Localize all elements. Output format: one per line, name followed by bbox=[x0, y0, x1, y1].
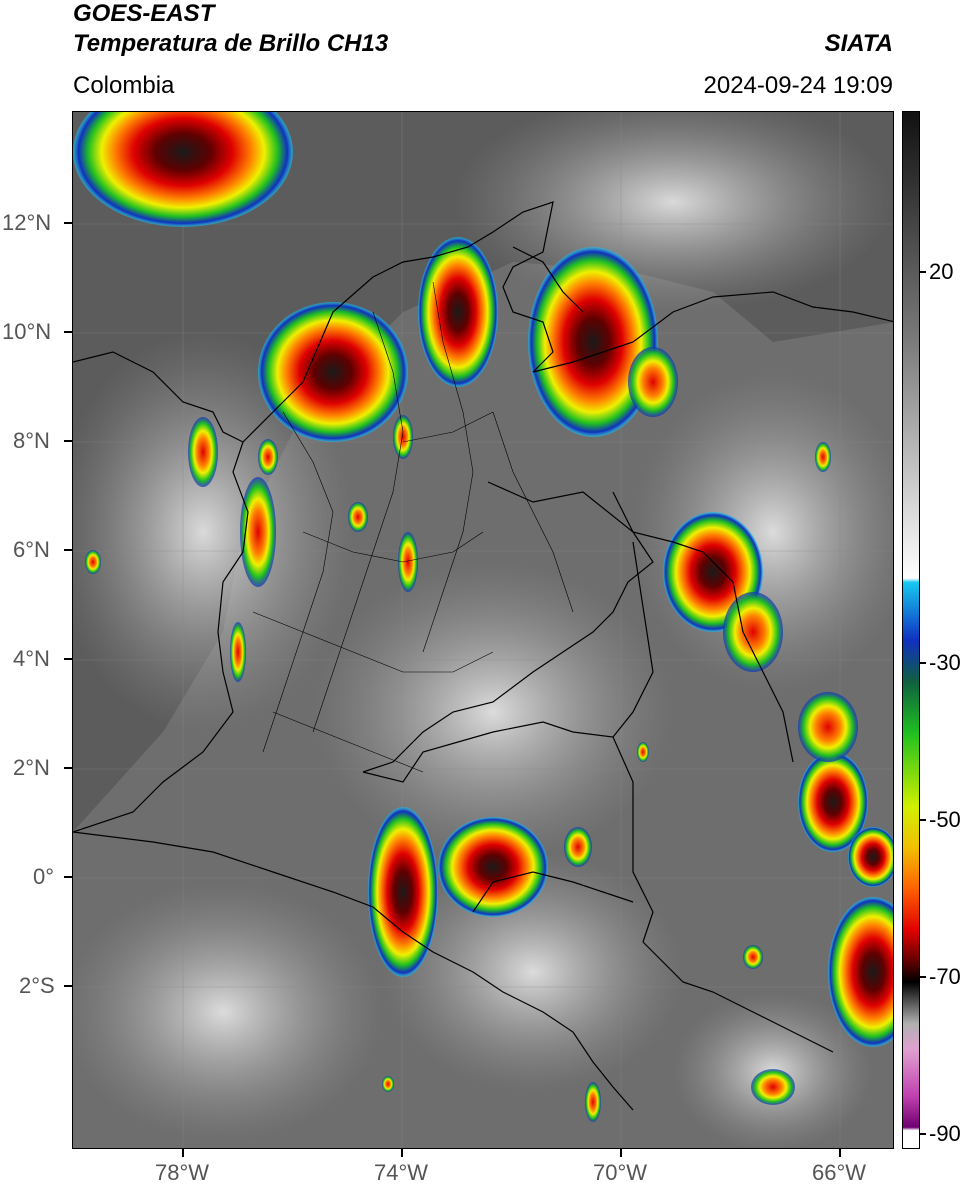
lat-label-6n: 6°N bbox=[13, 537, 50, 562]
lon-label-66w: 66°W bbox=[812, 1160, 867, 1185]
lat-tick bbox=[64, 767, 72, 769]
lat-label-4n: 4°N bbox=[13, 646, 50, 671]
lat-label-0: 0° bbox=[33, 864, 55, 889]
colorbar-tick bbox=[920, 1133, 926, 1135]
lat-tick bbox=[64, 222, 72, 224]
colorbar-label-neg50: -50 bbox=[929, 807, 961, 832]
colorbar-label-neg30: -30 bbox=[929, 650, 961, 675]
colorbar-tick bbox=[920, 819, 926, 821]
region-label: Colombia bbox=[73, 72, 175, 99]
lon-tick bbox=[401, 1149, 403, 1157]
colorbar-label-neg90: -90 bbox=[929, 1121, 961, 1146]
satellite-map[interactable] bbox=[72, 111, 894, 1149]
lat-tick bbox=[64, 549, 72, 551]
lat-tick bbox=[64, 985, 72, 987]
organization-label: SIATA bbox=[824, 30, 893, 57]
lat-label-2s: 2°S bbox=[19, 973, 55, 998]
colorbar-tick bbox=[920, 976, 926, 978]
lat-label-10n: 10°N bbox=[2, 319, 52, 344]
lon-tick bbox=[839, 1149, 841, 1157]
lat-tick bbox=[64, 658, 72, 660]
timestamp: 2024-09-24 19:09 bbox=[703, 72, 894, 99]
lat-label-12n: 12°N bbox=[2, 210, 52, 235]
lat-tick bbox=[64, 331, 72, 333]
satellite-imagery bbox=[73, 112, 893, 1148]
pacific-ocean-region bbox=[73, 712, 153, 1012]
colorbar bbox=[902, 111, 920, 1149]
caribbean-sea-region bbox=[373, 112, 773, 192]
lon-tick bbox=[182, 1149, 184, 1157]
title-satellite: GOES-EAST bbox=[73, 0, 215, 27]
colorbar-tick bbox=[920, 662, 926, 664]
lon-label-70w: 70°W bbox=[593, 1160, 648, 1185]
lat-tick bbox=[64, 440, 72, 442]
lon-label-78w: 78°W bbox=[155, 1160, 210, 1185]
lat-tick bbox=[64, 876, 72, 878]
colorbar-label-neg70: -70 bbox=[929, 964, 961, 989]
lat-label-8n: 8°N bbox=[13, 428, 50, 453]
colorbar-gradient bbox=[903, 112, 919, 1148]
colorbar-tick bbox=[920, 271, 926, 273]
title-product: Temperatura de Brillo CH13 bbox=[73, 30, 389, 57]
lon-label-74w: 74°W bbox=[374, 1160, 429, 1185]
lon-tick bbox=[620, 1149, 622, 1157]
colorbar-label-20: 20 bbox=[929, 259, 954, 284]
lat-label-2n: 2°N bbox=[13, 755, 50, 780]
